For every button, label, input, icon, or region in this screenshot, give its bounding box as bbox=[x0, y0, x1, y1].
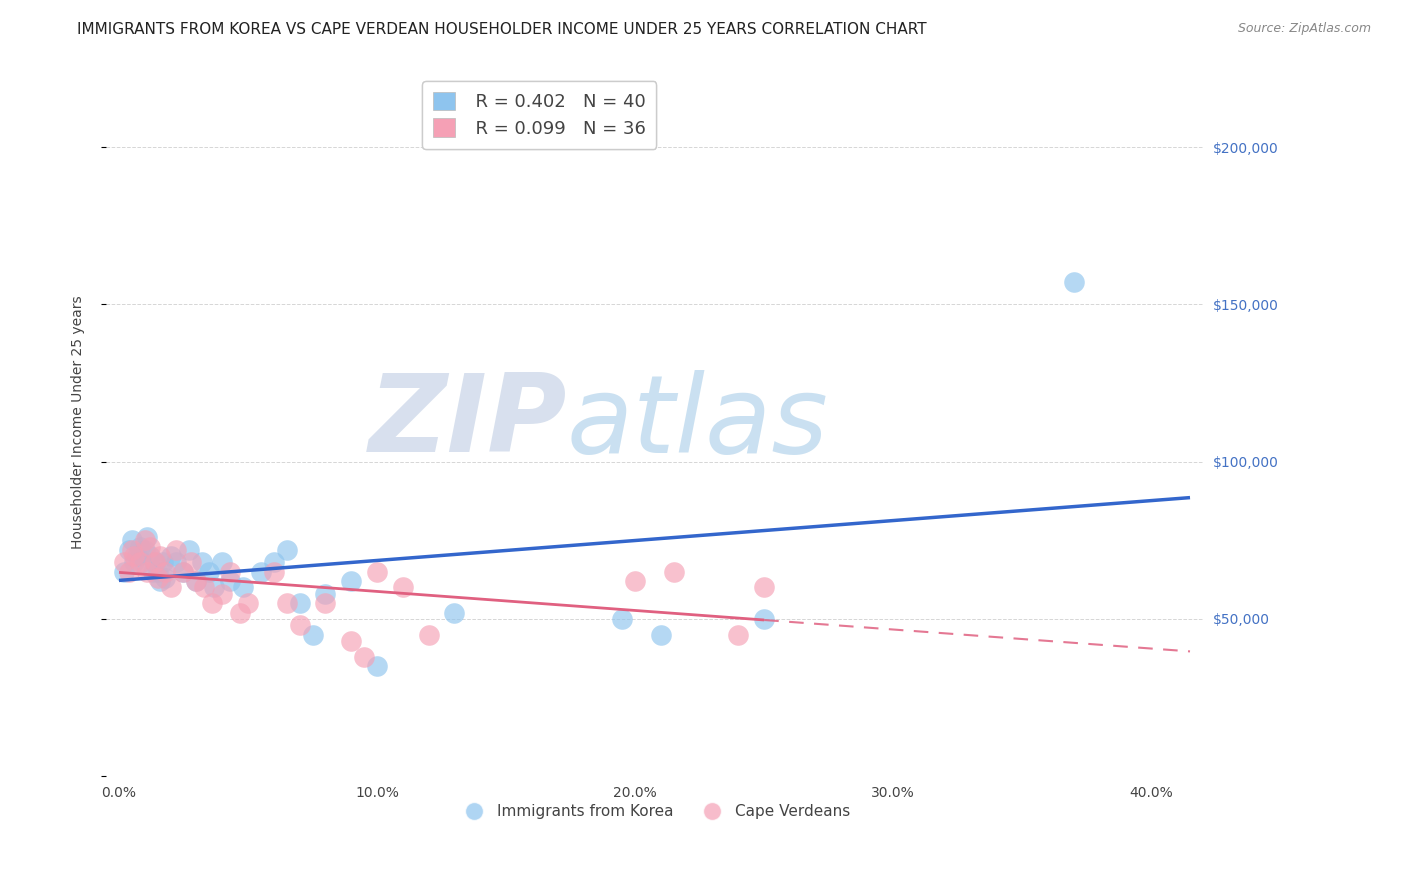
Point bbox=[418, 627, 440, 641]
Point bbox=[134, 542, 156, 557]
Point bbox=[118, 542, 141, 557]
Point bbox=[149, 549, 172, 563]
Point bbox=[121, 533, 143, 548]
Point bbox=[180, 555, 202, 569]
Point bbox=[314, 596, 336, 610]
Point bbox=[754, 581, 776, 595]
Point bbox=[650, 627, 672, 641]
Point bbox=[186, 574, 208, 589]
Text: atlas: atlas bbox=[567, 370, 828, 475]
Point bbox=[250, 565, 273, 579]
Point bbox=[211, 587, 233, 601]
Point bbox=[125, 549, 148, 563]
Point bbox=[131, 555, 153, 569]
Point bbox=[201, 596, 224, 610]
Point bbox=[136, 565, 159, 579]
Text: ZIP: ZIP bbox=[368, 369, 567, 475]
Point bbox=[124, 549, 146, 563]
Point bbox=[624, 574, 647, 589]
Point bbox=[155, 571, 177, 585]
Point bbox=[193, 581, 215, 595]
Point bbox=[236, 596, 259, 610]
Point bbox=[263, 565, 285, 579]
Point bbox=[159, 581, 181, 595]
Point bbox=[128, 555, 150, 569]
Point bbox=[392, 581, 415, 595]
Point bbox=[173, 565, 195, 579]
Point bbox=[204, 581, 226, 595]
Point bbox=[288, 618, 311, 632]
Point bbox=[143, 555, 166, 569]
Point bbox=[443, 606, 465, 620]
Point bbox=[340, 634, 363, 648]
Point bbox=[128, 540, 150, 554]
Point bbox=[177, 542, 200, 557]
Point bbox=[288, 596, 311, 610]
Point bbox=[136, 530, 159, 544]
Point bbox=[186, 574, 208, 589]
Point bbox=[134, 533, 156, 548]
Point bbox=[124, 555, 146, 569]
Point bbox=[146, 565, 169, 579]
Point bbox=[155, 565, 177, 579]
Point bbox=[143, 555, 166, 569]
Point bbox=[276, 596, 298, 610]
Point bbox=[198, 565, 221, 579]
Legend: Immigrants from Korea, Cape Verdeans: Immigrants from Korea, Cape Verdeans bbox=[453, 798, 856, 825]
Point bbox=[146, 571, 169, 585]
Y-axis label: Householder Income Under 25 years: Householder Income Under 25 years bbox=[72, 295, 86, 549]
Point bbox=[353, 649, 375, 664]
Point bbox=[314, 587, 336, 601]
Point bbox=[165, 542, 187, 557]
Text: IMMIGRANTS FROM KOREA VS CAPE VERDEAN HOUSEHOLDER INCOME UNDER 25 YEARS CORRELAT: IMMIGRANTS FROM KOREA VS CAPE VERDEAN HO… bbox=[77, 22, 927, 37]
Point bbox=[190, 555, 212, 569]
Text: Source: ZipAtlas.com: Source: ZipAtlas.com bbox=[1237, 22, 1371, 36]
Point bbox=[340, 574, 363, 589]
Point bbox=[219, 565, 242, 579]
Point bbox=[165, 555, 187, 569]
Point bbox=[612, 612, 634, 626]
Point bbox=[232, 581, 254, 595]
Point bbox=[276, 542, 298, 557]
Point bbox=[229, 606, 252, 620]
Point bbox=[211, 555, 233, 569]
Point bbox=[112, 555, 135, 569]
Point bbox=[301, 627, 323, 641]
Point bbox=[152, 555, 174, 569]
Point bbox=[366, 659, 388, 673]
Point bbox=[141, 565, 163, 579]
Point bbox=[1063, 276, 1085, 290]
Point bbox=[139, 549, 162, 563]
Point bbox=[662, 565, 685, 579]
Point bbox=[727, 627, 749, 641]
Point bbox=[118, 565, 141, 579]
Point bbox=[366, 565, 388, 579]
Point bbox=[149, 574, 172, 589]
Point bbox=[173, 565, 195, 579]
Point bbox=[139, 540, 162, 554]
Point bbox=[112, 565, 135, 579]
Point bbox=[121, 542, 143, 557]
Point bbox=[754, 612, 776, 626]
Point bbox=[159, 549, 181, 563]
Point bbox=[263, 555, 285, 569]
Point bbox=[219, 574, 242, 589]
